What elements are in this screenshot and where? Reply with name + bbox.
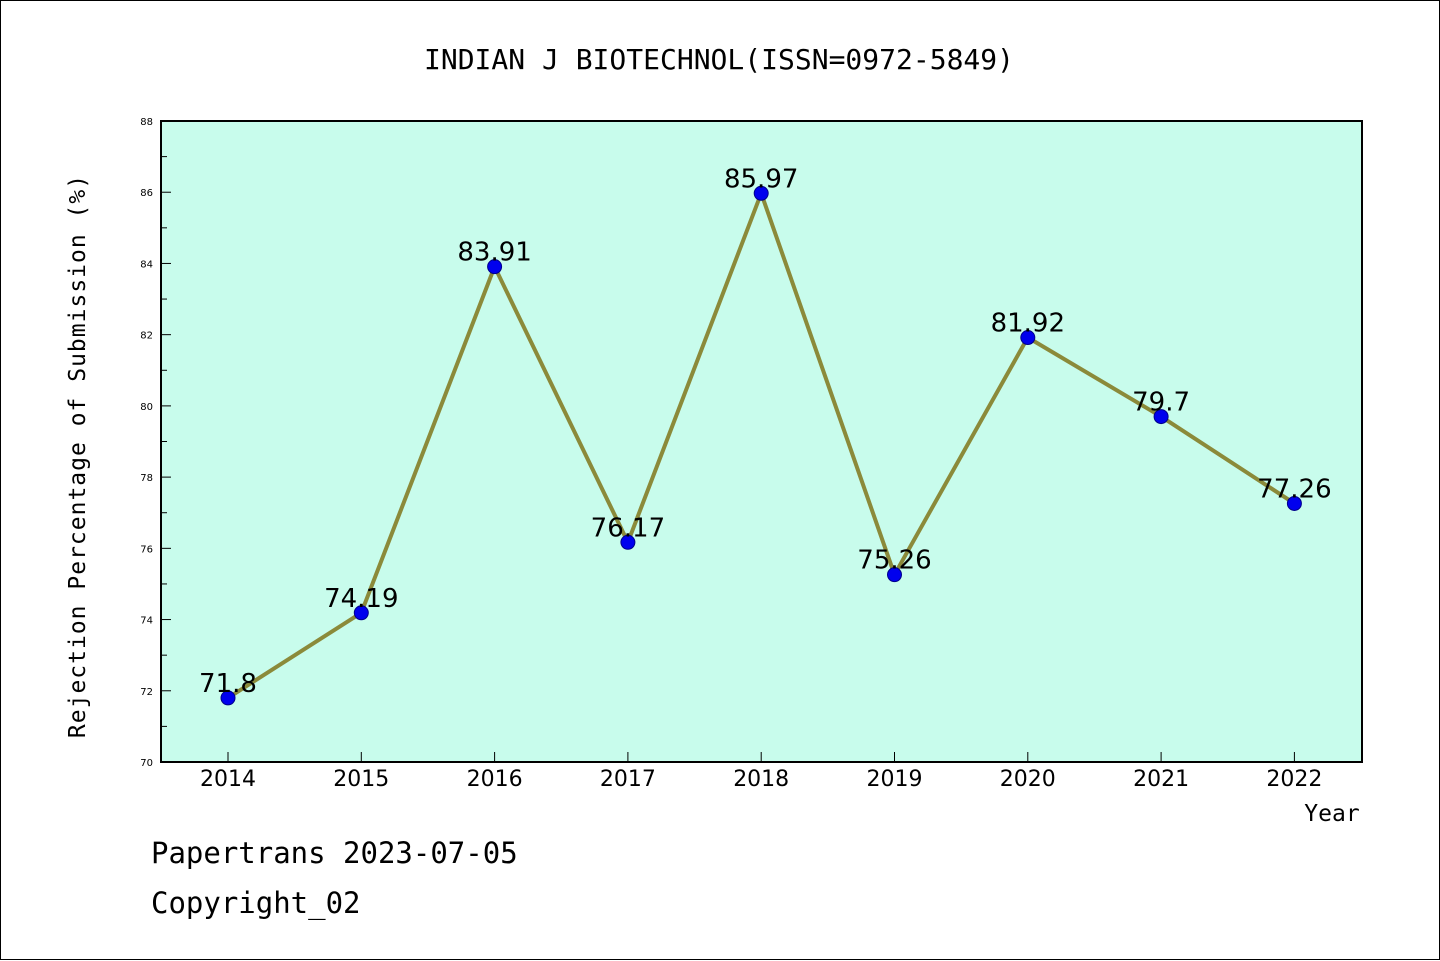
x-tick-label: 2015: [333, 767, 389, 792]
data-label: 74.19: [324, 584, 398, 614]
x-tick-label: 2017: [600, 767, 656, 792]
data-point: [220, 690, 236, 706]
y-tick-label: 82: [140, 331, 153, 342]
data-label: 77.26: [1257, 474, 1331, 504]
x-tick-label: 2020: [1000, 767, 1056, 792]
data-label: 71.8: [199, 669, 257, 699]
data-label: 76.17: [591, 513, 665, 543]
y-tick-label: 80: [140, 402, 153, 413]
x-axis: 2014 2015 2016 2017 2018 2019 2020 2021 2022: [200, 752, 1322, 792]
y-axis: 70 72 74 76 78 80 82 84 86 88: [140, 117, 171, 769]
y-tick-label: 86: [140, 188, 153, 199]
data-points: [220, 185, 1302, 706]
footer-date: Papertrans 2023-07-05: [151, 836, 518, 870]
y-tick-label: 76: [140, 544, 153, 555]
data-point: [1286, 495, 1302, 511]
data-point: [1020, 330, 1036, 346]
data-point: [620, 534, 636, 550]
data-label: 85.97: [724, 164, 798, 194]
footer-copyright: Copyright_02: [151, 886, 361, 920]
data-label: 75.26: [857, 546, 931, 576]
chart-title: INDIAN J BIOTECHNOL(ISSN=0972-5849): [424, 43, 1014, 76]
data-point: [487, 259, 503, 275]
x-tick-label: 2022: [1266, 767, 1322, 792]
y-tick-label: 72: [140, 687, 153, 698]
y-tick-label: 70: [140, 758, 153, 769]
x-tick-label: 2018: [733, 767, 789, 792]
data-label: 83.91: [457, 238, 531, 268]
data-point: [887, 567, 902, 583]
y-tick-label: 88: [140, 117, 153, 128]
y-tick-label: 84: [140, 259, 153, 270]
plot-area: [160, 120, 1363, 763]
y-tick-label: 78: [140, 473, 153, 484]
data-label: 79.7: [1132, 388, 1190, 418]
x-tick-label: 2014: [200, 767, 256, 792]
x-tick-label: 2019: [867, 767, 923, 792]
data-point: [753, 185, 769, 201]
y-axis-label: Rejection Percentage of Submission (%): [65, 174, 91, 738]
y-tick-label: 74: [140, 616, 153, 627]
x-tick-label: 2016: [467, 767, 523, 792]
x-tick-label: 2021: [1133, 767, 1189, 792]
data-labels: 71.8 74.19 83.91 76.17 85.97 75.26 81.92 79.7 77…: [199, 164, 1332, 699]
data-label: 81.92: [991, 309, 1065, 339]
data-point: [1153, 409, 1169, 425]
x-axis-label: Year: [1304, 801, 1359, 827]
data-point: [353, 605, 369, 621]
